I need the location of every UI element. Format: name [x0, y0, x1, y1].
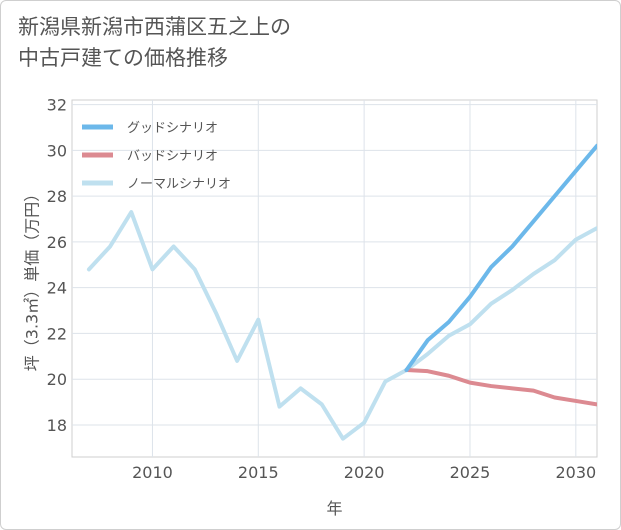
y-tick-label: 26 — [47, 233, 67, 252]
series-line-1 — [404, 368, 597, 407]
x-tick-label: 2020 — [344, 463, 385, 482]
chart-title: 新潟県新潟市西蒲区五之上の 中古戸建ての価格推移 — [18, 12, 578, 74]
legend-label-0: グッドシナリオ — [127, 121, 218, 136]
y-axis-label: 坪（3.3㎡）単価（万円） — [23, 186, 42, 371]
legend-label-1: バッドシナリオ — [127, 149, 218, 164]
y-tick-label: 18 — [47, 416, 67, 435]
title-line-1: 新潟県新潟市西蒲区五之上の — [18, 15, 291, 39]
x-tick-label: 2025 — [450, 463, 491, 482]
tick-labels: 18 20 22 24 26 28 30 32 2010 2015 2020 2025 2030 — [47, 96, 597, 482]
series-line-0 — [404, 143, 597, 373]
x-axis-label: 年 — [326, 499, 342, 518]
series-lines — [86, 143, 597, 441]
y-tick-label: 22 — [47, 324, 67, 343]
y-tick-label: 24 — [47, 279, 67, 298]
x-tick-label: 2015 — [238, 463, 279, 482]
y-tick-label: 20 — [47, 370, 67, 389]
x-tick-label: 2030 — [555, 463, 596, 482]
y-tick-label: 32 — [47, 96, 67, 115]
x-tick-label: 2010 — [132, 463, 173, 482]
y-tick-label: 30 — [47, 141, 67, 160]
legend-label-2: ノーマルシナリオ — [127, 177, 231, 192]
y-tick-label: 28 — [47, 187, 67, 206]
series-line-2 — [86, 210, 597, 441]
gridlines — [72, 100, 597, 457]
plot-area — [71, 99, 598, 458]
title-line-2: 中古戸建ての価格推移 — [18, 46, 228, 70]
